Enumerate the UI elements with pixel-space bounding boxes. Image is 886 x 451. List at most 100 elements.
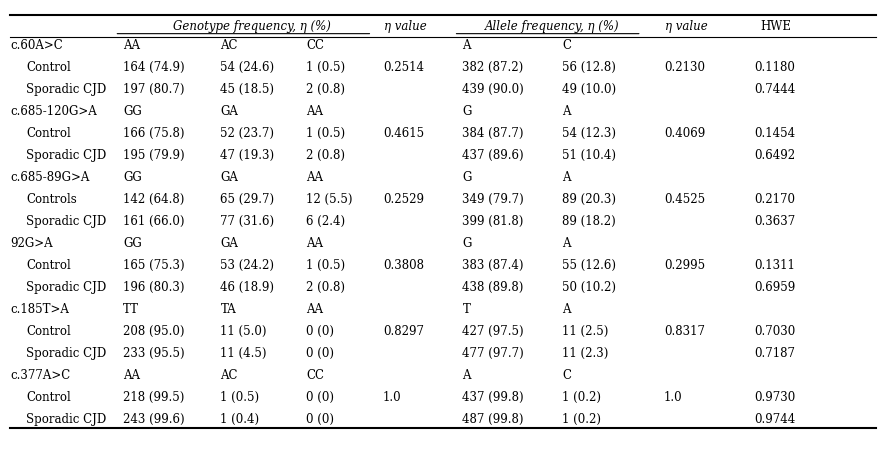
Text: c.60A>C: c.60A>C: [11, 40, 63, 52]
Text: 0.2170: 0.2170: [754, 193, 795, 206]
Text: A: A: [563, 237, 571, 250]
Text: 0.4615: 0.4615: [383, 127, 424, 140]
Text: 89 (18.2): 89 (18.2): [563, 215, 616, 228]
Text: Control: Control: [26, 61, 71, 74]
Text: c.377A>C: c.377A>C: [11, 369, 71, 382]
Text: 0 (0): 0 (0): [306, 413, 334, 426]
Text: 0.7030: 0.7030: [754, 325, 795, 338]
Text: 438 (89.8): 438 (89.8): [462, 281, 524, 294]
Text: 1 (0.5): 1 (0.5): [306, 61, 346, 74]
Text: A: A: [563, 171, 571, 184]
Text: AA: AA: [306, 106, 323, 118]
Text: CC: CC: [306, 369, 324, 382]
Text: 165 (75.3): 165 (75.3): [123, 259, 185, 272]
Text: GA: GA: [221, 106, 238, 118]
Text: 2 (0.8): 2 (0.8): [306, 83, 346, 97]
Text: A: A: [563, 106, 571, 118]
Text: 1 (0.5): 1 (0.5): [221, 391, 260, 404]
Text: 11 (2.5): 11 (2.5): [563, 325, 609, 338]
Text: η value: η value: [384, 19, 426, 32]
Text: Sporadic CJD: Sporadic CJD: [26, 149, 106, 162]
Text: G: G: [462, 106, 472, 118]
Text: 0.2529: 0.2529: [383, 193, 424, 206]
Text: Controls: Controls: [26, 193, 77, 206]
Text: AC: AC: [221, 369, 238, 382]
Text: 195 (79.9): 195 (79.9): [123, 149, 185, 162]
Text: 46 (18.9): 46 (18.9): [221, 281, 275, 294]
Text: c.685-120G>A: c.685-120G>A: [11, 106, 97, 118]
Text: Control: Control: [26, 127, 71, 140]
Text: 56 (12.8): 56 (12.8): [563, 61, 616, 74]
Text: Sporadic CJD: Sporadic CJD: [26, 83, 106, 97]
Text: 0.1311: 0.1311: [754, 259, 795, 272]
Text: Control: Control: [26, 259, 71, 272]
Text: 142 (64.8): 142 (64.8): [123, 193, 184, 206]
Text: 208 (95.0): 208 (95.0): [123, 325, 185, 338]
Text: 0.2514: 0.2514: [383, 61, 424, 74]
Text: 197 (80.7): 197 (80.7): [123, 83, 185, 97]
Text: 0.3637: 0.3637: [754, 215, 795, 228]
Text: Control: Control: [26, 391, 71, 404]
Text: 0 (0): 0 (0): [306, 347, 334, 360]
Text: AA: AA: [123, 40, 140, 52]
Text: GA: GA: [221, 237, 238, 250]
Text: 11 (5.0): 11 (5.0): [221, 325, 267, 338]
Text: 89 (20.3): 89 (20.3): [563, 193, 617, 206]
Text: 0.8297: 0.8297: [383, 325, 424, 338]
Text: Genotype frequency, η (%): Genotype frequency, η (%): [174, 19, 331, 32]
Text: A: A: [462, 40, 471, 52]
Text: 1 (0.2): 1 (0.2): [563, 413, 602, 426]
Text: 2 (0.8): 2 (0.8): [306, 281, 346, 294]
Text: 51 (10.4): 51 (10.4): [563, 149, 617, 162]
Text: A: A: [563, 303, 571, 316]
Text: 11 (4.5): 11 (4.5): [221, 347, 267, 360]
Text: C: C: [563, 369, 571, 382]
Text: 161 (66.0): 161 (66.0): [123, 215, 185, 228]
Text: 65 (29.7): 65 (29.7): [221, 193, 275, 206]
Text: 1 (0.2): 1 (0.2): [563, 391, 602, 404]
Text: 382 (87.2): 382 (87.2): [462, 61, 524, 74]
Text: GG: GG: [123, 171, 142, 184]
Text: 50 (10.2): 50 (10.2): [563, 281, 617, 294]
Text: 0.4069: 0.4069: [664, 127, 705, 140]
Text: 54 (12.3): 54 (12.3): [563, 127, 617, 140]
Text: 233 (95.5): 233 (95.5): [123, 347, 185, 360]
Text: c.685-89G>A: c.685-89G>A: [11, 171, 89, 184]
Text: GG: GG: [123, 237, 142, 250]
Text: 437 (99.8): 437 (99.8): [462, 391, 524, 404]
Text: 439 (90.0): 439 (90.0): [462, 83, 525, 97]
Text: 487 (99.8): 487 (99.8): [462, 413, 524, 426]
Text: G: G: [462, 171, 472, 184]
Text: 1 (0.4): 1 (0.4): [221, 413, 260, 426]
Text: 0 (0): 0 (0): [306, 391, 334, 404]
Text: 77 (31.6): 77 (31.6): [221, 215, 275, 228]
Text: Sporadic CJD: Sporadic CJD: [26, 281, 106, 294]
Text: 2 (0.8): 2 (0.8): [306, 149, 346, 162]
Text: 53 (24.2): 53 (24.2): [221, 259, 275, 272]
Text: GA: GA: [221, 171, 238, 184]
Text: G: G: [462, 237, 472, 250]
Text: 477 (97.7): 477 (97.7): [462, 347, 525, 360]
Text: Sporadic CJD: Sporadic CJD: [26, 347, 106, 360]
Text: AA: AA: [306, 237, 323, 250]
Text: GG: GG: [123, 106, 142, 118]
Text: 52 (23.7): 52 (23.7): [221, 127, 275, 140]
Text: CC: CC: [306, 40, 324, 52]
Text: 164 (74.9): 164 (74.9): [123, 61, 185, 74]
Text: 0.7187: 0.7187: [754, 347, 795, 360]
Text: 437 (89.6): 437 (89.6): [462, 149, 524, 162]
Text: TT: TT: [123, 303, 139, 316]
Text: AC: AC: [221, 40, 238, 52]
Text: 427 (97.5): 427 (97.5): [462, 325, 524, 338]
Text: c.185T>A: c.185T>A: [11, 303, 69, 316]
Text: 0 (0): 0 (0): [306, 325, 334, 338]
Text: 384 (87.7): 384 (87.7): [462, 127, 524, 140]
Text: 243 (99.6): 243 (99.6): [123, 413, 185, 426]
Text: A: A: [462, 369, 471, 382]
Text: T: T: [462, 303, 470, 316]
Text: 6 (2.4): 6 (2.4): [306, 215, 346, 228]
Text: Sporadic CJD: Sporadic CJD: [26, 413, 106, 426]
Text: Sporadic CJD: Sporadic CJD: [26, 215, 106, 228]
Text: 383 (87.4): 383 (87.4): [462, 259, 524, 272]
Text: 0.1454: 0.1454: [754, 127, 795, 140]
